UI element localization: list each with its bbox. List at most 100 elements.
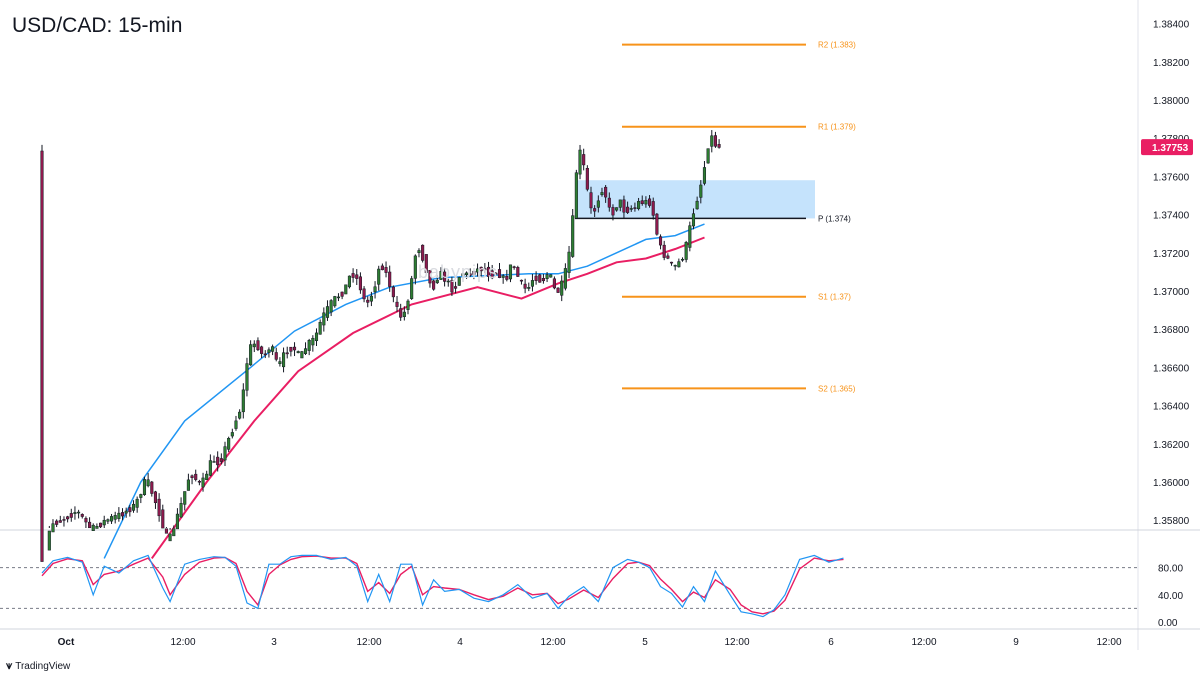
- candle-body: [139, 494, 143, 498]
- candle-body: [655, 213, 659, 235]
- candle-body: [234, 420, 238, 429]
- candle-body: [355, 274, 359, 279]
- candle-body: [435, 279, 439, 284]
- candle-body: [615, 207, 619, 211]
- watermark-text: babypips: [418, 262, 499, 282]
- candle-body: [450, 280, 454, 293]
- candle-body: [347, 275, 351, 288]
- candle-body: [358, 276, 362, 291]
- candle-body: [662, 244, 666, 258]
- candle-body: [424, 254, 428, 273]
- candle-body: [585, 167, 589, 190]
- candle-body: [673, 264, 677, 267]
- candle-body: [179, 503, 183, 518]
- candle-body: [629, 208, 633, 210]
- price-tick-label: 1.37600: [1153, 172, 1190, 183]
- candle-body: [230, 432, 234, 437]
- candle-body: [227, 437, 231, 450]
- candle-body: [91, 524, 95, 531]
- time-tick-label: 12:00: [1096, 637, 1121, 648]
- candle-body: [530, 280, 534, 287]
- candle-body: [677, 261, 681, 268]
- candle-body: [454, 286, 458, 289]
- time-tick-label: 5: [642, 637, 648, 648]
- price-tick-label: 1.37200: [1153, 249, 1190, 260]
- candle-body: [702, 167, 707, 184]
- candle-body: [494, 272, 498, 275]
- candle-body: [128, 507, 132, 513]
- time-tick-label: 12:00: [911, 637, 936, 648]
- candle-body: [428, 270, 432, 284]
- candle-body: [161, 509, 165, 529]
- candle-body: [541, 278, 545, 282]
- candle-body: [135, 498, 139, 508]
- candle-body: [146, 479, 150, 487]
- time-tick-label: 12:00: [724, 637, 749, 648]
- candle-body: [604, 186, 608, 198]
- price-tick-label: 1.35800: [1153, 516, 1190, 527]
- candle-body: [622, 199, 626, 213]
- tradingview-brand[interactable]: ⩛ TradingView: [6, 660, 70, 673]
- candle-body: [377, 268, 381, 285]
- candle-body: [380, 265, 384, 271]
- candle-body: [66, 516, 70, 520]
- time-tick-label: 9: [1013, 637, 1019, 648]
- candle-body: [475, 268, 480, 273]
- time-tick-label: 12:00: [170, 637, 195, 648]
- level-label-p: P (1.374): [818, 214, 851, 223]
- candle-body: [713, 135, 717, 147]
- candle-body: [186, 479, 190, 491]
- candle-body: [651, 201, 655, 216]
- candle-body: [300, 351, 304, 359]
- candle-body: [710, 135, 714, 147]
- candle-body: [336, 296, 341, 299]
- candle-body: [527, 287, 531, 289]
- candle-body: [362, 288, 366, 300]
- candle-body: [322, 312, 326, 326]
- candle-body: [637, 201, 641, 210]
- level-label-r1: R1 (1.379): [818, 123, 856, 132]
- candle-body: [512, 266, 516, 268]
- candle-body: [77, 511, 81, 514]
- candle-body: [325, 306, 330, 318]
- candle-body: [600, 192, 604, 196]
- candle-body: [172, 528, 176, 537]
- candle-body: [391, 286, 395, 298]
- candle-body: [55, 520, 59, 525]
- candle-body: [120, 512, 125, 517]
- candle-body: [311, 337, 315, 346]
- candle-body: [249, 344, 253, 366]
- candle-body: [545, 274, 549, 279]
- time-tick-label: 4: [457, 637, 463, 648]
- candle-body: [388, 271, 392, 287]
- candle-body: [296, 351, 300, 354]
- candle-body: [40, 150, 44, 562]
- price-tick-label: 1.36000: [1153, 478, 1190, 489]
- candle-body: [571, 215, 575, 257]
- candle-body: [150, 481, 154, 494]
- candle-body: [263, 353, 267, 356]
- ma-fast-line: [103, 223, 705, 559]
- candle-body: [373, 286, 377, 293]
- candle-body: [194, 473, 198, 480]
- candle-body: [563, 268, 567, 289]
- stoch-d-line: [41, 555, 844, 615]
- candle-body: [84, 518, 88, 523]
- candle-body: [618, 199, 622, 208]
- candle-body: [501, 275, 505, 278]
- candle-body: [523, 283, 527, 289]
- stoch-tick-label: 0.00: [1158, 618, 1178, 629]
- candle-body: [421, 244, 425, 261]
- candle-body: [644, 200, 648, 205]
- candle-body: [699, 184, 703, 198]
- candle-body: [289, 346, 293, 352]
- time-tick-label: 3: [271, 637, 277, 648]
- candle-body: [534, 275, 538, 281]
- candle-body: [223, 446, 227, 461]
- candle-body: [153, 491, 158, 504]
- candle-body: [706, 148, 710, 164]
- candle-body: [62, 519, 66, 521]
- candle-body: [648, 198, 652, 206]
- candle-body: [490, 270, 494, 279]
